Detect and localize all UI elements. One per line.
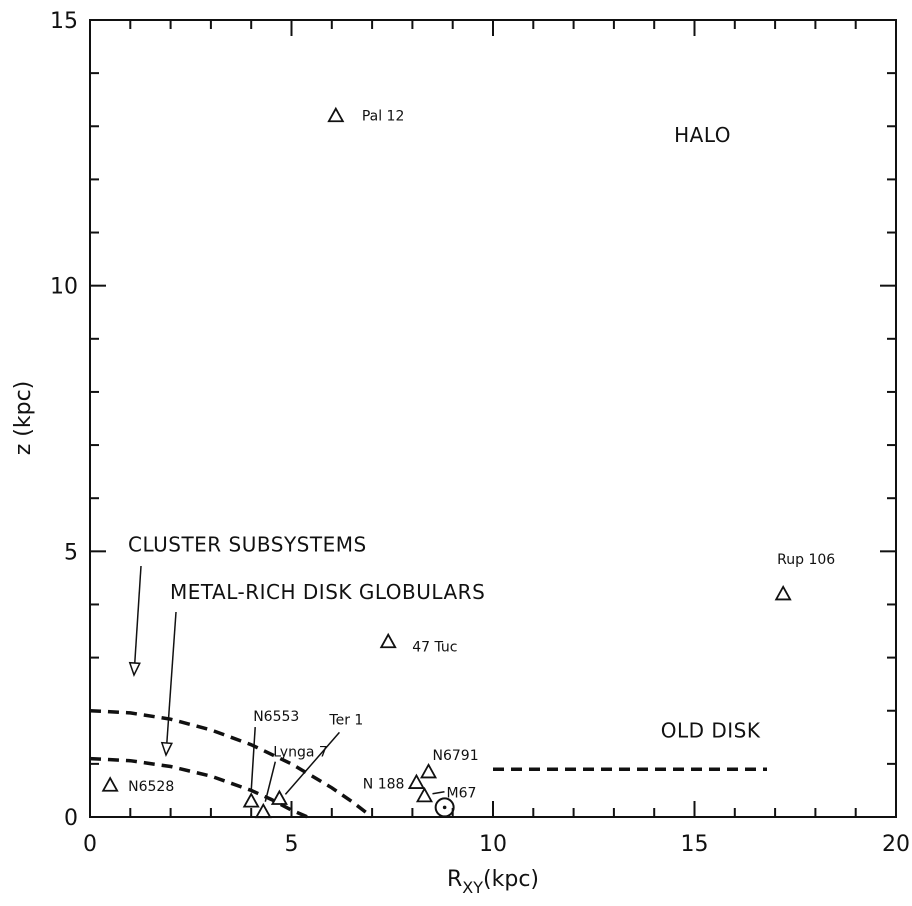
- tick-labels: 0 5 10 15 20 0 5 10 15: [50, 9, 910, 857]
- point-label: N6553: [253, 709, 299, 725]
- point-marker: [419, 762, 438, 779]
- x-tick-label: 10: [479, 832, 507, 857]
- region-label: METAL-RICH DISK GLOBULARS: [170, 580, 485, 604]
- x-axis-title-unit: (kpc): [483, 867, 539, 892]
- x-tick-label: 15: [681, 832, 709, 857]
- arrow-cluster-subsystems-head: [128, 661, 141, 677]
- point-marker: [101, 776, 119, 792]
- plot-frame: [89, 19, 897, 818]
- y-tick-label: 10: [50, 275, 78, 300]
- leader-m67: [432, 791, 445, 795]
- point-marker: [242, 792, 260, 808]
- curve-cluster-subsystems-boundary: [89, 708, 374, 819]
- point-label: Ter 1: [328, 712, 363, 728]
- arrow-metal-rich-disk-globulars: [165, 611, 177, 756]
- region-labels: HALO OLD DISK CLUSTER SUBSYSTEMS METAL-RICH…: [128, 123, 761, 742]
- point-label: 47 Tuc: [412, 640, 457, 656]
- arrow-cluster-subsystems: [133, 565, 142, 676]
- leader-n6553: [250, 727, 256, 792]
- curves: [89, 708, 767, 819]
- points: [101, 106, 792, 819]
- leader-ter1: [284, 731, 340, 795]
- leader-lines: [128, 565, 445, 802]
- curve-metal-rich-disk-globulars-boundary: [89, 756, 309, 819]
- region-label: OLD DISK: [661, 718, 761, 742]
- x-axis-title: RXY(kpc): [447, 867, 539, 897]
- x-tick-label: 20: [882, 832, 910, 857]
- y-tick-label: 0: [64, 806, 78, 831]
- point-marker: [407, 773, 425, 789]
- point-labels: Pal 12 Rup 106 47 Tuc N6791 N 188 M67 N6528 N65…: [128, 109, 835, 802]
- x-tick-label: 0: [83, 832, 97, 857]
- point-label: Lynga 7: [273, 745, 328, 761]
- y-tick-label: 15: [50, 9, 78, 34]
- point-marker: [379, 632, 397, 649]
- arrow-metal-rich-disk-globulars-head: [160, 741, 173, 757]
- point-label: Pal 12: [362, 109, 405, 125]
- point-label: N6791: [433, 748, 479, 764]
- point-marker: [327, 106, 345, 123]
- ticks: [89, 19, 897, 818]
- x-axis-title-main: R: [447, 867, 462, 892]
- point-label: N6528: [128, 779, 174, 795]
- point-marker: [774, 584, 792, 601]
- point-marker: [415, 786, 434, 803]
- region-label: CLUSTER SUBSYSTEMS: [128, 532, 367, 556]
- region-label: HALO: [674, 123, 731, 147]
- point-marker: [270, 789, 288, 805]
- point-label: N 188: [363, 776, 405, 792]
- y-axis-title: z (kpc): [11, 381, 36, 456]
- point-label: M67: [446, 786, 476, 802]
- sun-marker-center: [442, 805, 447, 810]
- x-axis-title-sub: XY: [462, 878, 483, 897]
- leader-lynga7: [264, 761, 277, 802]
- point-label: Rup 106: [777, 552, 835, 568]
- sun-marker: [434, 797, 455, 818]
- y-tick-label: 5: [64, 540, 78, 565]
- x-tick-label: 5: [285, 832, 299, 857]
- point-marker: [254, 802, 272, 819]
